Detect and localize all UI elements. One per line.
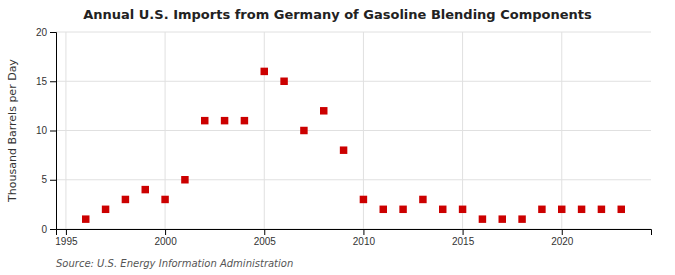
y-tick-mark bbox=[50, 32, 56, 33]
x-grid-line bbox=[264, 32, 265, 229]
point bbox=[161, 196, 168, 203]
plot-area: 1995 2000 2005 2010 2015 2020 0 5 10 15 20 bbox=[36, 27, 652, 247]
y-axis-label: Thousand Barrels per Day bbox=[6, 59, 19, 203]
point bbox=[518, 215, 525, 222]
x-tick-label: 1995 bbox=[55, 236, 78, 247]
point bbox=[122, 196, 129, 203]
point bbox=[360, 196, 367, 203]
y-tick-mark bbox=[50, 131, 56, 132]
point bbox=[439, 206, 446, 213]
point bbox=[300, 127, 307, 134]
y-axis: 0 5 10 15 20 bbox=[36, 27, 57, 235]
point bbox=[201, 117, 208, 124]
y-tick: 15 bbox=[36, 76, 56, 87]
point bbox=[280, 78, 287, 85]
y-tick-mark bbox=[50, 229, 56, 230]
x-grid-line bbox=[462, 32, 463, 229]
x-tick: 2010 bbox=[353, 229, 376, 247]
point bbox=[459, 206, 466, 213]
point bbox=[261, 68, 268, 75]
point bbox=[82, 215, 89, 222]
chart: 1995 2000 2005 2010 2015 2020 0 5 10 15 20 Annual U… bbox=[0, 0, 675, 275]
x-tick-mark bbox=[264, 229, 265, 235]
y-tick-mark bbox=[50, 81, 56, 82]
point bbox=[340, 146, 347, 153]
x-tick: 2005 bbox=[254, 229, 277, 247]
x-grid-line bbox=[561, 32, 562, 229]
x-tick-mark bbox=[463, 229, 464, 235]
x-tick-label: 2020 bbox=[551, 236, 574, 247]
y-tick: 10 bbox=[36, 125, 56, 136]
grid bbox=[56, 32, 651, 229]
y-axis-line bbox=[50, 33, 57, 230]
x-axis: 1995 2000 2005 2010 2015 2020 bbox=[55, 229, 651, 247]
x-tick-mark bbox=[66, 229, 67, 235]
point bbox=[479, 215, 486, 222]
point bbox=[181, 176, 188, 183]
y-tick-label: 15 bbox=[36, 76, 48, 87]
x-tick-label: 2000 bbox=[154, 236, 177, 247]
point bbox=[578, 206, 585, 213]
source-note: Source: U.S. Energy Information Administ… bbox=[56, 258, 293, 269]
y-tick-mark bbox=[50, 180, 56, 181]
point bbox=[538, 206, 545, 213]
point bbox=[102, 206, 109, 213]
x-tick-label: 2010 bbox=[353, 236, 376, 247]
x-tick-mark bbox=[165, 229, 166, 235]
point bbox=[419, 196, 426, 203]
point bbox=[499, 215, 506, 222]
x-tick-mark bbox=[363, 229, 364, 235]
x-tick: 1995 bbox=[55, 229, 78, 247]
point bbox=[320, 107, 327, 114]
point bbox=[380, 206, 387, 213]
point bbox=[221, 117, 228, 124]
points bbox=[82, 68, 625, 223]
point bbox=[618, 206, 625, 213]
point bbox=[142, 186, 149, 193]
x-tick: 2000 bbox=[154, 229, 177, 247]
point bbox=[241, 117, 248, 124]
x-tick-label: 2005 bbox=[254, 236, 277, 247]
x-tick-mark bbox=[562, 229, 563, 235]
y-tick: 5 bbox=[41, 174, 56, 185]
title: Annual U.S. Imports from Germany of Gaso… bbox=[83, 7, 592, 22]
y-tick-label: 20 bbox=[36, 27, 48, 38]
point bbox=[399, 206, 406, 213]
point bbox=[558, 206, 565, 213]
x-axis-line bbox=[57, 230, 652, 236]
x-tick: 2020 bbox=[551, 229, 574, 247]
y-tick: 20 bbox=[36, 27, 56, 38]
x-tick-label: 2015 bbox=[452, 236, 475, 247]
y-tick-label: 5 bbox=[41, 174, 47, 185]
y-tick: 0 bbox=[41, 224, 56, 235]
y-tick-label: 10 bbox=[36, 125, 48, 136]
y-tick-label: 0 bbox=[41, 224, 47, 235]
x-grid-line bbox=[65, 32, 66, 229]
point bbox=[598, 206, 605, 213]
x-tick: 2015 bbox=[452, 229, 475, 247]
